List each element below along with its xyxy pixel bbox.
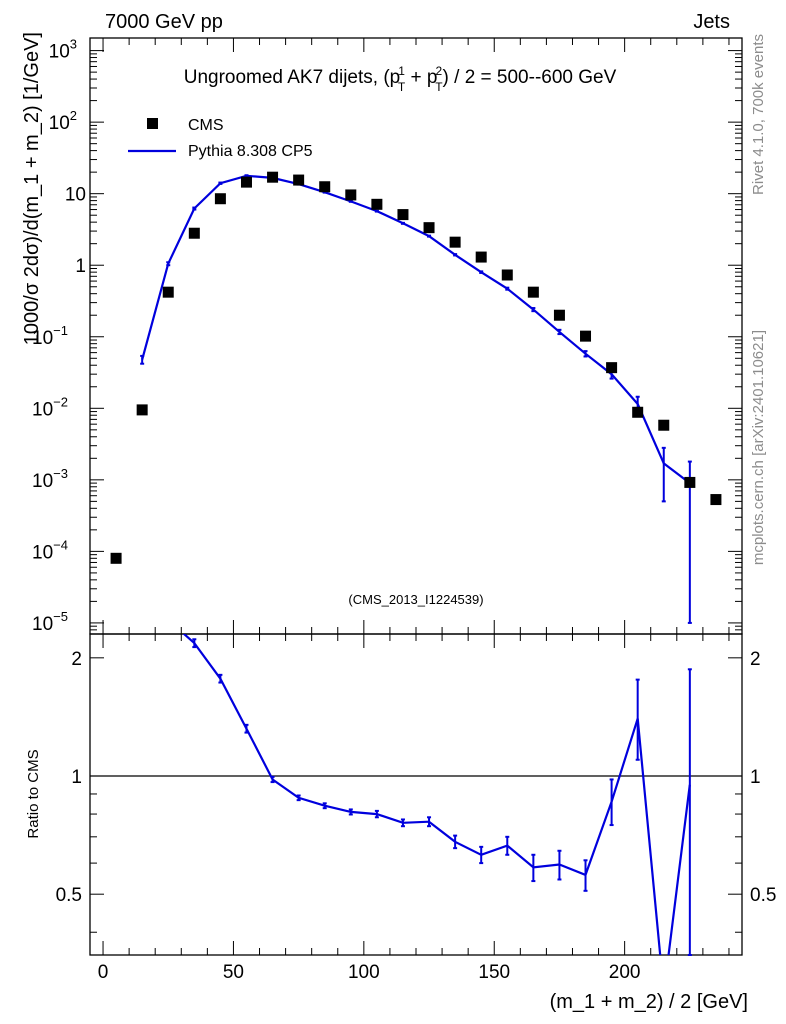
ratio-y-axis-label: Ratio to CMS: [25, 749, 42, 838]
ratio-tick-label-right: 0.5: [750, 885, 776, 906]
cms-point: [214, 193, 226, 205]
legend: CMS Pythia 8.308 CP5: [128, 117, 313, 160]
y-tick-label: 10−2: [32, 394, 68, 420]
y-tick-label: 10−3: [32, 466, 68, 492]
mc-series: [140, 174, 692, 624]
cms-point: [632, 406, 644, 418]
rivet-label: Rivet 4.1.0, 700k events: [750, 34, 767, 195]
y-tick-label: 103: [49, 37, 77, 63]
cms-point: [240, 176, 252, 188]
header-left: 7000 GeV pp: [105, 11, 223, 33]
y-axis-label: 1000/σ 2dσ)/d(m_1 + m_2) [1/GeV]: [21, 32, 43, 345]
ratio-tick-label-right: 2: [750, 649, 761, 670]
cms-point: [501, 269, 513, 281]
data-series: [110, 171, 722, 564]
cms-point: [475, 251, 487, 263]
cms-point: [319, 181, 331, 193]
mcplots-label: mcplots.cern.ch [arXiv:2401.10621]: [750, 330, 767, 565]
cms-point: [527, 286, 539, 298]
cms-point: [423, 222, 435, 234]
y-tick-label: 1: [75, 256, 86, 277]
x-tick-label: 50: [223, 962, 244, 983]
legend-label-mc: Pythia 8.308 CP5: [188, 143, 313, 160]
y-tick-label: 10−1: [32, 323, 68, 349]
x-tick-label: 150: [478, 962, 510, 983]
cms-point: [606, 362, 618, 374]
header-right: Jets: [693, 11, 730, 33]
ratio-series: [182, 634, 692, 956]
cms-point: [267, 171, 279, 183]
x-tick-label: 100: [348, 962, 380, 983]
cms-point: [449, 236, 461, 248]
plot-frames: [89, 37, 743, 956]
main-y-axis: 10−5 10−4 10−3 10−2 10−1 1 10 102 103: [32, 37, 742, 635]
cms-point: [188, 227, 200, 239]
y-tick-label: 102: [49, 108, 77, 134]
mc-line: [141, 174, 691, 484]
legend-label-cms: CMS: [188, 117, 224, 134]
cms-point: [710, 494, 722, 506]
ratio-tick-label: 0.5: [56, 885, 82, 906]
y-tick-label: 10: [65, 185, 86, 206]
y-tick-label: 10−4: [32, 537, 68, 563]
cms-point: [110, 552, 122, 564]
chart-title: Ungroomed AK7 dijets, (p1 T + p2 T) / 2 = …: [184, 64, 617, 94]
x-tick-label: 200: [609, 962, 641, 983]
cms-point: [658, 419, 670, 431]
analysis-label: (CMS_2013_I1224539): [348, 592, 483, 607]
x-axis: 0 50 100 150 200: [98, 38, 730, 983]
x-axis-label: (m_1 + m_2) / 2 [GeV]: [550, 991, 748, 1013]
cms-point: [580, 330, 592, 342]
ratio-y-axis: 0.5 0.5 1 1 2 2: [56, 649, 776, 933]
cms-point: [397, 209, 409, 221]
cms-point: [371, 198, 383, 210]
cms-point: [345, 189, 357, 201]
legend-marker-cms: [147, 118, 158, 129]
ratio-tick-label: 1: [71, 767, 82, 788]
cms-point: [162, 286, 174, 298]
ratio-tick-label: 2: [71, 649, 82, 670]
y-tick-label: 10−5: [32, 609, 68, 635]
cms-point: [293, 174, 305, 186]
ratio-tick-label-right: 1: [750, 767, 761, 788]
cms-point: [553, 309, 565, 321]
cms-point: [136, 404, 148, 416]
cms-point: [684, 476, 696, 488]
x-tick-label: 0: [98, 962, 109, 983]
